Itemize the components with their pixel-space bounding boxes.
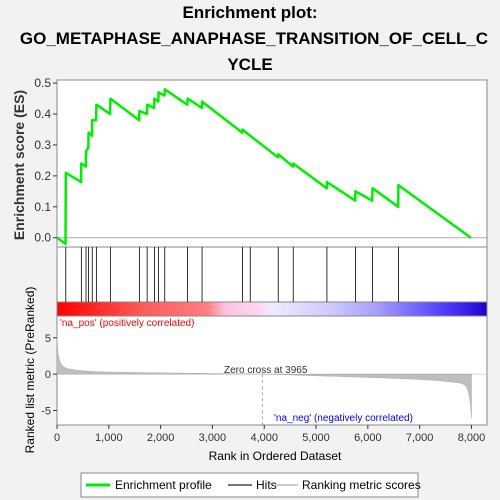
zero-cross-label: Zero cross at 3965 xyxy=(224,365,308,376)
es-tick-label-4: 0.4 xyxy=(34,107,51,121)
rank-color-bar xyxy=(56,301,488,317)
legend-metric-label: Ranking metric scores xyxy=(302,478,421,492)
legend-hits-label: Hits xyxy=(256,478,277,492)
chart-title-line-3: YCLE xyxy=(227,55,273,74)
x-tick-label-3: 3,000 xyxy=(199,432,227,444)
es-tick-label-2: 0.2 xyxy=(34,169,51,183)
x-tick-label-8: 8,000 xyxy=(458,432,486,444)
x-tick-label-0: 0 xyxy=(54,432,60,444)
x-tick-label-6: 6,000 xyxy=(354,432,382,444)
es-tick-label-3: 0.3 xyxy=(34,138,51,152)
neg-correlation-label: 'na_neg' (negatively correlated) xyxy=(274,413,413,424)
metric-panel xyxy=(56,315,488,426)
es-y-axis-label: Enrichment score (ES) xyxy=(11,90,27,240)
es-panel xyxy=(56,79,488,248)
x-axis-label: Rank in Ordered Dataset xyxy=(209,449,342,463)
x-tick-label-4: 4,000 xyxy=(250,432,278,444)
pos-correlation-label: 'na_pos' (positively correlated) xyxy=(60,318,194,329)
metric-tick-label-1: 0 xyxy=(45,369,51,381)
x-tick-label-2: 2,000 xyxy=(147,432,175,444)
chart-title-line-1: Enrichment plot: xyxy=(182,3,318,22)
x-tick-label-5: 5,000 xyxy=(302,432,330,444)
es-tick-label-5: 0.5 xyxy=(34,76,51,90)
hits-panel xyxy=(56,246,488,303)
metric-y-axis-label: Ranked list metric (PreRanked) xyxy=(23,287,37,454)
metric-tick-label-0: -5 xyxy=(41,405,51,417)
legend-enrichment-label: Enrichment profile xyxy=(115,478,212,492)
x-tick-label-1: 1,000 xyxy=(95,432,123,444)
chart-title-line-2: GO_METAPHASE_ANAPHASE_TRANSITION_OF_CELL… xyxy=(19,29,489,48)
es-tick-label-1: 0.1 xyxy=(34,200,51,214)
enrichment-profile-line xyxy=(56,88,472,246)
es-tick-label-0: 0.0 xyxy=(34,231,51,245)
x-tick-label-7: 7,000 xyxy=(406,432,434,444)
metric-tick-label-2: 5 xyxy=(45,333,51,345)
